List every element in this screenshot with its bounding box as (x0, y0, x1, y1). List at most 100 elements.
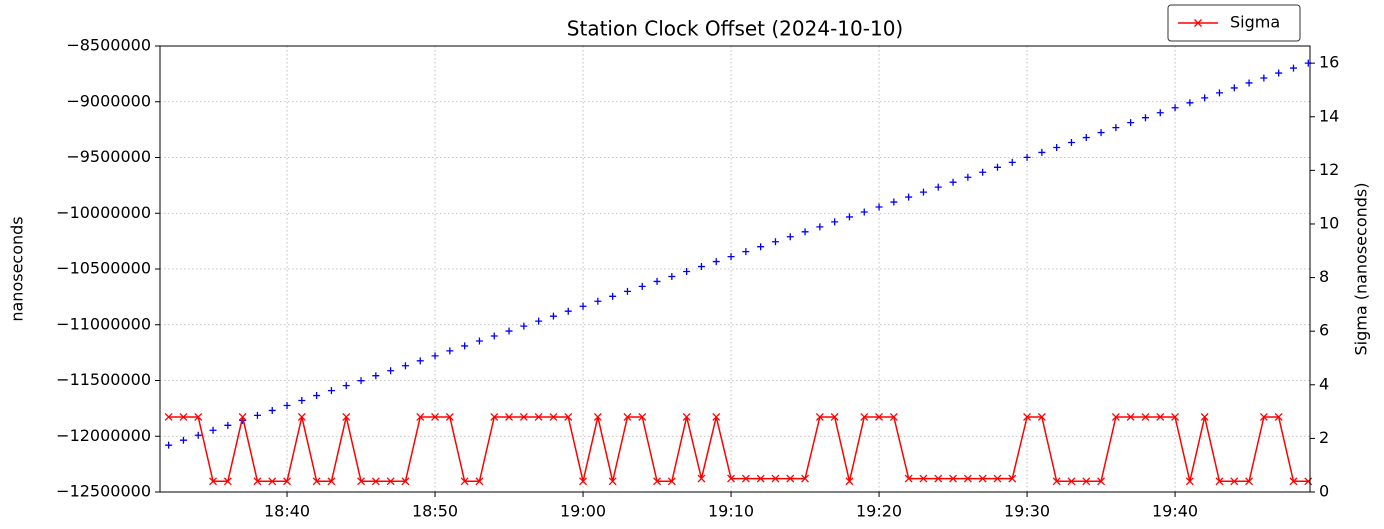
x-tick-label: 18:40 (264, 502, 310, 521)
y2-tick-label: 14 (1319, 106, 1339, 125)
point (875, 412, 884, 421)
point (993, 163, 1001, 171)
point (593, 412, 602, 421)
point (1067, 477, 1076, 486)
point (401, 477, 410, 486)
point (342, 382, 350, 390)
point (1052, 477, 1061, 486)
point (786, 474, 795, 483)
point (905, 193, 913, 201)
point (1171, 104, 1179, 112)
point (357, 377, 365, 385)
point (801, 228, 809, 236)
point (949, 178, 957, 186)
point (1111, 412, 1120, 421)
x-tick-label: 19:00 (560, 502, 606, 521)
point (860, 208, 868, 216)
point (919, 474, 928, 483)
point (830, 412, 839, 421)
point (431, 412, 440, 421)
y2-tick-label: 0 (1319, 482, 1329, 501)
point (179, 412, 188, 421)
point (727, 474, 736, 483)
point (964, 173, 972, 181)
point (416, 412, 425, 421)
point (179, 436, 187, 444)
point (1097, 477, 1106, 486)
point (667, 477, 676, 486)
point (1141, 114, 1149, 122)
point (890, 198, 898, 206)
point (194, 412, 203, 421)
point (342, 412, 351, 421)
point (1304, 477, 1313, 486)
point (505, 412, 514, 421)
point (1274, 412, 1283, 421)
y2-axis-label: Sigma (nanoseconds) (1352, 183, 1371, 356)
point (757, 243, 765, 251)
point (1259, 412, 1268, 421)
point (549, 412, 558, 421)
point (1289, 64, 1297, 72)
point (682, 412, 691, 421)
point (993, 474, 1002, 483)
point (386, 477, 395, 486)
point (490, 332, 498, 340)
y-tick-label: −10000000 (56, 203, 151, 222)
point (653, 277, 661, 285)
point (549, 312, 557, 320)
point (963, 474, 972, 483)
point (371, 477, 380, 486)
plot-frame (159, 45, 1311, 493)
point (1038, 148, 1046, 156)
x-tick-label: 19:10 (708, 502, 754, 521)
x-tick-label: 19:20 (856, 502, 902, 521)
point (297, 412, 306, 421)
series-line (168, 416, 1309, 483)
point (801, 474, 810, 483)
point (283, 477, 291, 486)
series (164, 412, 1313, 486)
point (1112, 124, 1120, 132)
point (520, 322, 528, 330)
y2-tick-label: 12 (1319, 160, 1339, 179)
point (1200, 412, 1209, 421)
point (1037, 412, 1046, 421)
y-tick-label: −12000000 (56, 426, 151, 445)
point (401, 362, 409, 370)
point (534, 412, 543, 421)
x-tick-label: 19:40 (1152, 502, 1198, 521)
point (934, 474, 943, 483)
point (475, 337, 483, 345)
point (564, 412, 573, 421)
point (445, 412, 454, 421)
point (1186, 99, 1194, 107)
point (1215, 477, 1224, 486)
point (786, 233, 794, 241)
point (446, 347, 454, 355)
point (165, 441, 173, 449)
point (949, 474, 958, 483)
point (1185, 477, 1194, 486)
point (416, 357, 424, 365)
point (194, 431, 202, 439)
point (815, 412, 824, 421)
point (742, 248, 750, 256)
chart-title: Station Clock Offset (2024-10-10) (567, 17, 903, 41)
point (283, 401, 291, 409)
y-tick-label: −9000000 (66, 91, 151, 110)
point (1053, 143, 1061, 151)
point (712, 412, 721, 421)
point (327, 387, 335, 395)
point (313, 392, 321, 400)
point (697, 474, 706, 483)
point (1097, 129, 1105, 137)
y2-tick-label: 6 (1319, 321, 1329, 340)
point (224, 421, 232, 429)
point (919, 188, 927, 196)
point (579, 477, 588, 486)
point (1008, 474, 1017, 483)
point (623, 412, 632, 421)
point (223, 477, 232, 486)
